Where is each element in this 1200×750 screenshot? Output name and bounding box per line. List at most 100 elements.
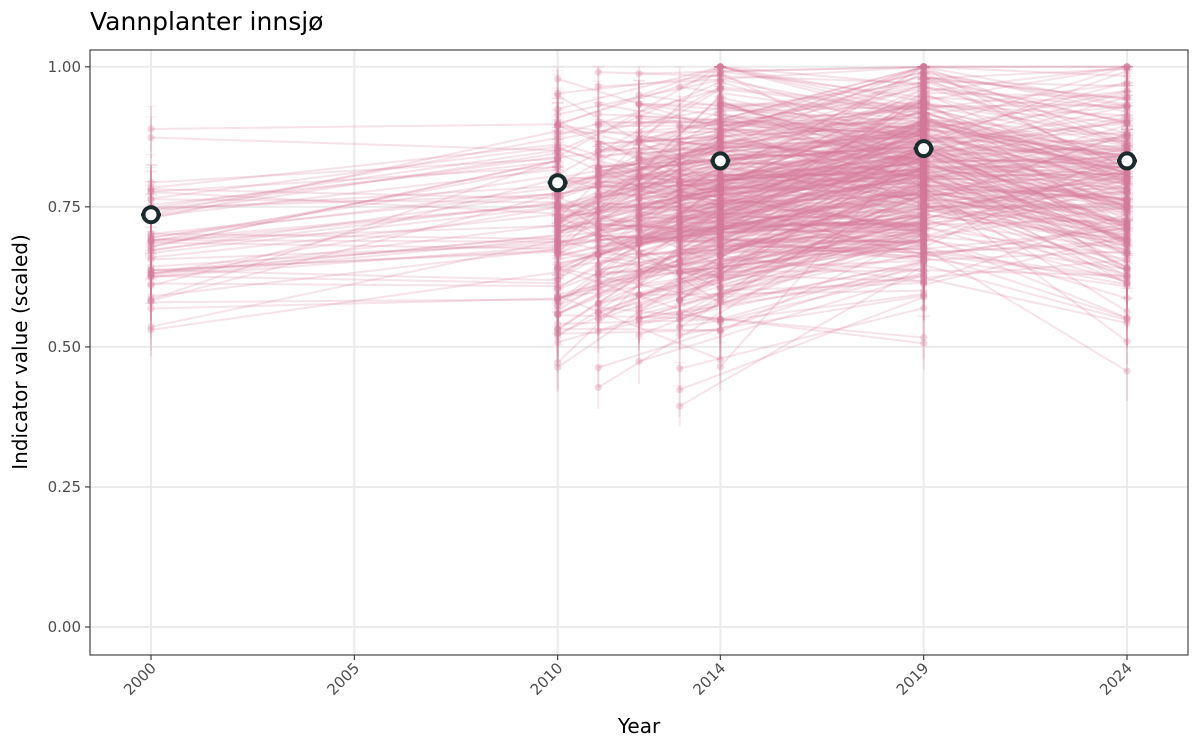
- lake-series-line: [557, 202, 721, 218]
- lake-series-line: [557, 208, 721, 242]
- lake-point: [554, 219, 562, 227]
- lake-point: [920, 213, 928, 222]
- lake-point: [920, 223, 928, 231]
- lake-series-line: [150, 250, 558, 272]
- lake-point: [920, 271, 928, 279]
- lake-point: [594, 164, 602, 172]
- lake-series-line: [598, 145, 924, 197]
- lake-point: [716, 215, 724, 223]
- lake-point: [676, 187, 684, 195]
- lake-series-line: [557, 202, 721, 289]
- lake-point: [554, 203, 562, 212]
- lake-point: [554, 332, 562, 340]
- lake-point: [716, 184, 724, 192]
- lake-series-line: [598, 84, 924, 153]
- lake-point: [920, 169, 928, 178]
- lake-series-line: [638, 207, 924, 225]
- lake-series-line: [598, 259, 924, 333]
- lake-point: [716, 218, 724, 226]
- lake-series-line: [557, 109, 721, 199]
- lake-point: [147, 238, 155, 247]
- lake-point: [920, 223, 928, 231]
- lake-point: [554, 92, 562, 100]
- lake-point: [554, 227, 562, 235]
- lake-point: [920, 225, 928, 234]
- lake-series-line: [598, 174, 924, 233]
- lake-series-line: [556, 205, 722, 364]
- lake-point: [920, 230, 928, 238]
- lake-point: [635, 215, 643, 223]
- lake-series-line: [150, 136, 558, 152]
- lake-point: [920, 128, 928, 137]
- lake-series-line: [679, 228, 924, 234]
- lake-series-line: [679, 144, 924, 227]
- lake-point: [716, 132, 724, 140]
- lake-point: [920, 72, 928, 80]
- lake-point: [920, 170, 928, 178]
- lake-series-line: [557, 148, 721, 247]
- lake-point: [635, 291, 643, 299]
- lake-point: [920, 130, 928, 138]
- lake-series-line: [556, 94, 722, 254]
- lake-point: [554, 202, 562, 210]
- lake-point: [676, 185, 684, 193]
- lake-point: [920, 121, 928, 129]
- lake-point: [716, 232, 724, 240]
- lake-point: [635, 331, 643, 339]
- lake-point: [676, 182, 684, 190]
- lake-point: [716, 92, 724, 100]
- lake-point: [554, 320, 562, 328]
- lake-series-line: [638, 117, 924, 140]
- lake-point: [635, 172, 643, 180]
- lake-point: [594, 118, 602, 126]
- lake-series-line: [679, 206, 924, 263]
- lake-point: [920, 198, 928, 206]
- lake-series-line: [598, 211, 924, 272]
- lake-point: [716, 128, 724, 136]
- lake-point: [716, 143, 724, 151]
- lake-point: [594, 227, 602, 235]
- lake-point: [920, 240, 928, 248]
- lake-point: [716, 78, 724, 86]
- lake-point: [920, 131, 928, 139]
- lake-point: [716, 137, 724, 145]
- lake-point: [147, 272, 155, 280]
- lake-point: [594, 251, 602, 259]
- lake-point: [716, 133, 724, 141]
- lake-point: [594, 299, 602, 307]
- lake-point: [716, 204, 724, 212]
- lake-series-line: [638, 65, 924, 160]
- lake-series-line: [638, 143, 925, 267]
- lake-point: [554, 198, 562, 206]
- lake-point: [716, 71, 724, 79]
- lake-series-line: [720, 224, 924, 233]
- lake-point: [554, 194, 562, 203]
- lake-series-line: [598, 222, 924, 245]
- lake-point: [920, 212, 928, 221]
- lake-point: [676, 135, 684, 143]
- lake-series-line: [598, 238, 924, 277]
- lake-point: [554, 205, 562, 214]
- lake-series-line: [557, 208, 721, 312]
- lake-series-line: [598, 213, 924, 321]
- lake-point: [635, 222, 643, 230]
- lake-point: [716, 221, 724, 230]
- lake-series-line: [638, 103, 924, 107]
- lake-series-line: [638, 161, 924, 191]
- lake-series-line: [679, 157, 925, 301]
- lake-series-line: [638, 103, 924, 146]
- lake-point: [147, 239, 155, 247]
- lake-point: [676, 316, 684, 324]
- lake-point: [554, 203, 562, 212]
- lake-point: [147, 255, 155, 264]
- lake-point: [920, 119, 928, 127]
- lake-series-line: [557, 255, 721, 369]
- lake-point: [920, 242, 928, 250]
- lake-point: [554, 264, 562, 272]
- lake-series-line: [557, 94, 721, 188]
- lake-point: [920, 120, 928, 128]
- lake-point: [716, 212, 724, 220]
- lake-point: [635, 223, 643, 231]
- lake-point: [635, 248, 643, 256]
- lake-point: [920, 79, 928, 87]
